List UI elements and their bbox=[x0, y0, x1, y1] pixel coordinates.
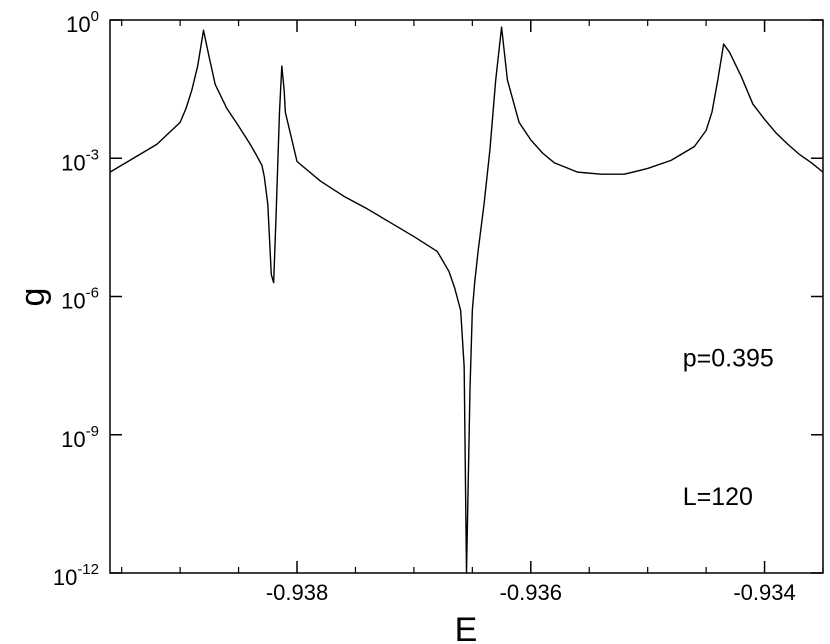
x-tick-label: -0.938 bbox=[266, 580, 328, 605]
y-tick-label: 10-3 bbox=[61, 146, 99, 175]
series-layer bbox=[109, 26, 824, 574]
y-tick-label: 10-12 bbox=[53, 561, 99, 590]
annotations: p=0.395 L=120 bbox=[683, 345, 774, 511]
y-tick-base: 10 bbox=[61, 427, 85, 452]
y-tick-exponent: -12 bbox=[77, 561, 99, 578]
annotation: L=120 bbox=[683, 483, 753, 511]
y-tick-label: 10-6 bbox=[61, 285, 99, 314]
x-tick-label: -0.936 bbox=[500, 580, 562, 605]
x-axis: -0.938 -0.936 -0.934 bbox=[121, 20, 824, 605]
y-axis-label: g bbox=[14, 288, 52, 307]
y-tick-exponent: 0 bbox=[91, 8, 99, 25]
y-tick-base: 10 bbox=[61, 289, 85, 314]
y-tick-exponent: -3 bbox=[86, 146, 99, 163]
x-axis-label: E bbox=[455, 611, 478, 644]
series-line bbox=[109, 26, 824, 574]
y-tick-base: 10 bbox=[61, 150, 85, 175]
x-tick-label: -0.934 bbox=[733, 580, 795, 605]
y-tick-base: 10 bbox=[66, 12, 90, 37]
y-tick-label: 10-9 bbox=[61, 423, 99, 452]
annotation: p=0.395 bbox=[683, 345, 774, 373]
y-tick-label: 100 bbox=[66, 8, 99, 37]
y-tick-exponent: -9 bbox=[86, 423, 99, 440]
y-tick-exponent: -6 bbox=[86, 285, 99, 302]
y-tick-base: 10 bbox=[53, 565, 77, 590]
